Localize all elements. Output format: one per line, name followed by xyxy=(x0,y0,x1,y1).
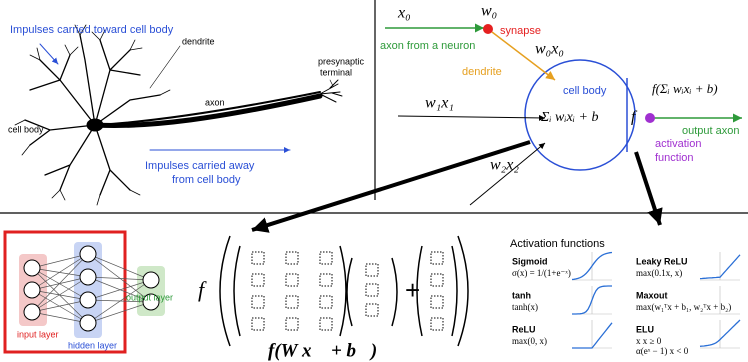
cell xyxy=(431,252,443,264)
cell xyxy=(286,318,298,330)
node xyxy=(80,315,96,331)
math-label: f xyxy=(198,277,207,302)
act-formula: max(w₁ᵀx + b₁, w₂ᵀx + b₂) xyxy=(636,302,731,312)
label: Impulses carried away xyxy=(145,160,255,172)
label: presynaptic xyxy=(318,56,365,66)
cell xyxy=(252,274,264,286)
act-formula: α(eˣ − 1) x < 0 xyxy=(636,346,689,356)
cell xyxy=(320,252,332,264)
act-name: Sigmoid xyxy=(512,256,548,266)
label: from cell body xyxy=(172,174,241,186)
math-label: w₁x₁ xyxy=(425,95,454,112)
cell xyxy=(431,318,443,330)
math-label: w₂x₂ xyxy=(490,157,519,174)
label: axon xyxy=(205,97,225,107)
paren xyxy=(220,236,230,346)
act-formula: max(0, x) xyxy=(512,336,547,346)
cell xyxy=(431,274,443,286)
label: function xyxy=(655,152,694,164)
label: Impulses carried toward cell body xyxy=(10,24,174,36)
math-label: f(W x⃗ + b⃗) xyxy=(268,340,377,361)
label: input layer xyxy=(17,329,59,339)
paren xyxy=(392,258,397,326)
act-name: ELU xyxy=(636,324,654,334)
cell xyxy=(252,296,264,308)
math-label: w₀ xyxy=(481,3,497,20)
cell xyxy=(366,304,378,316)
diagram: Impulses carried toward cell body dendri… xyxy=(0,0,748,362)
math-label: x₀ xyxy=(397,5,411,22)
cell xyxy=(286,274,298,286)
node xyxy=(24,260,40,276)
paren xyxy=(452,246,457,336)
label: output axon xyxy=(682,125,740,137)
math-label: Σᵢ wᵢxᵢ + b xyxy=(540,110,598,125)
act-formula: σ(x) = 1/(1+e⁻ˣ) xyxy=(512,268,571,278)
paren xyxy=(347,258,352,326)
node xyxy=(80,269,96,285)
title: Activation functions xyxy=(510,238,605,250)
label: output layer xyxy=(126,292,173,302)
act-formula: max(0.1x, x) xyxy=(636,268,682,278)
label: hidden layer xyxy=(68,340,117,350)
cell xyxy=(431,296,443,308)
math-label: w₀x₀ xyxy=(535,41,564,58)
cell xyxy=(252,252,264,264)
act-name: tanh xyxy=(512,290,531,300)
node xyxy=(80,292,96,308)
paren xyxy=(340,246,346,336)
act-formula: tanh(x) xyxy=(512,302,538,312)
act-formula: x x ≥ 0 xyxy=(636,336,662,346)
act-name: Maxout xyxy=(636,290,668,300)
label: cell body xyxy=(563,85,607,97)
act-name: ReLU xyxy=(512,324,536,334)
label: axon from a neuron xyxy=(380,40,475,52)
node xyxy=(80,246,96,262)
paren xyxy=(458,236,468,346)
label: synapse xyxy=(500,25,541,37)
cell xyxy=(286,296,298,308)
act-name: Leaky ReLU xyxy=(636,256,688,266)
cell xyxy=(252,318,264,330)
cell xyxy=(366,284,378,296)
node xyxy=(143,272,159,288)
cell xyxy=(320,318,332,330)
math-label: f(Σᵢ wᵢxᵢ + b) xyxy=(652,81,718,96)
label: dendrite xyxy=(182,36,215,46)
activations: Sigmoid σ(x) = 1/(1+e⁻ˣ) tanh tanh(x) ReLU ma… xyxy=(512,252,740,356)
matrix xyxy=(220,236,468,346)
paren xyxy=(234,246,240,336)
cell xyxy=(366,264,378,276)
cell xyxy=(320,274,332,286)
label: cell body xyxy=(8,124,44,134)
cell xyxy=(286,252,298,264)
math-label: f xyxy=(631,109,638,126)
label: activation xyxy=(655,138,701,150)
math-label: + xyxy=(405,275,420,305)
label: dendrite xyxy=(462,66,502,78)
cell xyxy=(320,296,332,308)
node xyxy=(24,304,40,320)
math-neuron xyxy=(252,24,742,230)
node xyxy=(24,282,40,298)
label: terminal xyxy=(320,67,352,77)
